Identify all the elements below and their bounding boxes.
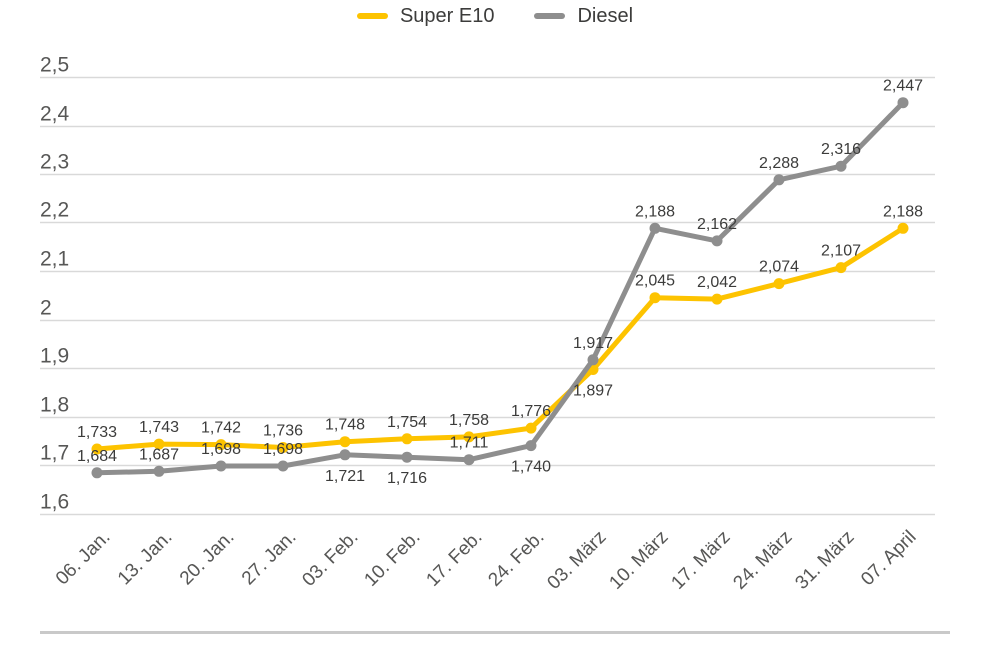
data-point-label-diesel: 2,188	[635, 203, 675, 220]
data-point-super-e10	[649, 292, 661, 304]
y-tick-label: 1,8	[40, 394, 69, 417]
data-point-label-diesel: 1,917	[573, 335, 613, 352]
data-point-super-e10	[463, 431, 475, 443]
x-tick-label: 17. Feb.	[422, 527, 486, 591]
data-point-label-diesel: 1,711	[450, 435, 489, 452]
legend-swatch-super-e10-icon	[356, 13, 388, 19]
data-point-diesel	[835, 160, 847, 172]
data-point-diesel	[277, 460, 289, 472]
data-point-super-e10	[277, 442, 289, 453]
data-point-diesel	[153, 465, 165, 477]
y-tick-label: 1,7	[40, 442, 69, 465]
data-point-label-super-e10: 1,733	[77, 424, 117, 441]
data-point-label-super-e10: 1,748	[325, 417, 365, 434]
y-tick-label: 2,1	[40, 248, 69, 271]
x-tick-label: 17. März	[667, 527, 734, 594]
x-tick-label: 06. Jan.	[52, 527, 115, 590]
y-tick-label: 2,3	[40, 151, 69, 174]
y-tick-label: 2,4	[40, 103, 70, 126]
series-line-super-e10	[94, 225, 906, 452]
data-point-diesel	[587, 354, 599, 366]
x-tick-label: 10. Feb.	[360, 527, 424, 591]
x-tick-label: 07. April	[857, 527, 920, 590]
data-point-super-e10	[215, 439, 227, 451]
data-point-diesel	[897, 97, 909, 109]
data-point-super-e10	[711, 293, 723, 305]
x-tick-label: 20. Jan.	[176, 527, 239, 590]
data-point-diesel	[711, 235, 723, 247]
data-point-label-super-e10: 1,897	[573, 383, 613, 400]
data-point-label-super-e10: 2,107	[821, 243, 861, 260]
data-point-label-super-e10: 2,045	[635, 273, 675, 290]
data-point-super-e10	[401, 433, 413, 445]
x-tick-label: 13. Jan.	[114, 527, 177, 590]
y-tick-label: 2,5	[40, 54, 69, 77]
x-tick-label: 03. März	[543, 527, 610, 594]
data-point-label-super-e10: 2,042	[697, 274, 737, 291]
data-point-label-diesel: 2,288	[759, 155, 799, 172]
data-point-super-e10	[339, 436, 351, 448]
x-tick-label: 24. Feb.	[484, 527, 548, 591]
legend-swatch-diesel-icon	[534, 13, 566, 19]
x-tick-label: 31. März	[791, 527, 858, 594]
x-tick-label: 10. März	[605, 527, 672, 594]
data-point-diesel	[401, 451, 413, 463]
data-point-super-e10	[525, 422, 537, 434]
legend-label-super-e10: Super E10	[399, 5, 495, 27]
data-point-label-diesel: 1,687	[139, 446, 179, 463]
data-point-label-super-e10: 1,754	[387, 414, 427, 431]
data-point-label-super-e10: 2,074	[759, 259, 799, 276]
data-point-diesel	[773, 174, 785, 186]
data-point-diesel	[463, 454, 475, 466]
data-point-label-diesel: 1,698	[263, 441, 303, 458]
x-tick-label: 27. Jan.	[238, 527, 301, 590]
legend-label-diesel: Diesel	[577, 5, 634, 27]
data-point-label-diesel: 2,316	[821, 141, 861, 158]
y-tick-label: 1,6	[40, 491, 69, 514]
data-point-label-diesel: 1,684	[77, 448, 117, 465]
data-point-label-super-e10: 1,743	[139, 419, 179, 436]
data-point-label-super-e10: 2,188	[883, 203, 923, 220]
data-point-super-e10	[897, 222, 909, 234]
y-tick-label: 2,2	[40, 199, 69, 222]
data-point-label-diesel: 1,740	[511, 459, 551, 476]
y-tick-label: 1,9	[40, 345, 69, 368]
data-point-label-super-e10: 1,736	[263, 423, 303, 440]
data-point-label-diesel: 2,447	[883, 78, 923, 95]
data-point-super-e10	[835, 262, 847, 274]
x-tick-label: 24. März	[729, 527, 796, 594]
data-point-label-diesel: 2,162	[697, 216, 737, 233]
data-point-super-e10	[153, 438, 165, 450]
legend-item-super-e10: Super E10	[356, 2, 495, 30]
y-tick-label: 2	[40, 297, 52, 320]
data-point-label-super-e10: 1,758	[449, 412, 489, 429]
data-point-diesel	[339, 449, 351, 461]
data-point-diesel	[91, 467, 103, 479]
data-point-super-e10	[91, 443, 103, 455]
data-point-diesel	[649, 222, 661, 234]
data-point-label-diesel: 1,721	[325, 468, 365, 485]
x-tick-label: 03. Feb.	[298, 527, 362, 591]
data-point-label-super-e10: 1,776	[511, 403, 551, 420]
data-point-label-diesel: 1,716	[387, 470, 427, 487]
series-line-diesel	[94, 100, 906, 476]
legend-item-diesel: Diesel	[534, 2, 633, 30]
data-point-diesel	[525, 440, 537, 452]
data-point-label-super-e10: 1,742	[201, 420, 241, 437]
data-point-diesel	[215, 460, 227, 472]
data-point-label-diesel: 1,698	[201, 441, 241, 458]
chart-legend: Super E10 Diesel	[0, 2, 990, 30]
data-point-super-e10	[773, 278, 785, 290]
